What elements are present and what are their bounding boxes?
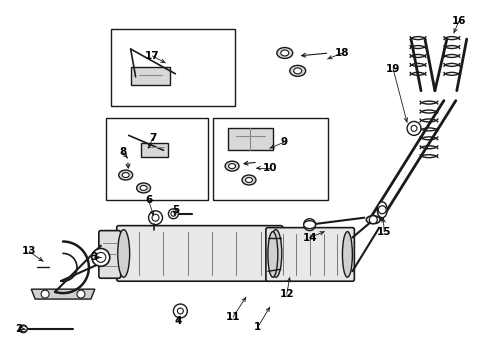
Ellipse shape (342, 231, 352, 277)
Ellipse shape (119, 170, 132, 180)
Circle shape (19, 325, 27, 333)
Circle shape (173, 304, 187, 318)
FancyBboxPatch shape (99, 231, 121, 278)
Text: 15: 15 (376, 226, 391, 237)
Circle shape (368, 216, 376, 224)
Ellipse shape (224, 161, 239, 171)
Ellipse shape (293, 68, 301, 74)
Text: 1: 1 (254, 322, 261, 332)
Circle shape (406, 121, 420, 135)
Ellipse shape (140, 185, 147, 190)
Text: 7: 7 (148, 133, 156, 143)
Text: 16: 16 (450, 16, 465, 26)
Text: 13: 13 (22, 247, 37, 256)
Circle shape (177, 308, 183, 314)
Text: 14: 14 (302, 233, 316, 243)
Ellipse shape (228, 164, 235, 168)
Ellipse shape (122, 172, 129, 177)
Text: 6: 6 (144, 195, 152, 205)
Bar (141, 143, 168, 157)
Circle shape (303, 219, 315, 231)
FancyBboxPatch shape (117, 226, 282, 281)
Circle shape (152, 214, 159, 221)
Circle shape (41, 290, 49, 298)
Circle shape (92, 248, 109, 266)
Bar (130, 67, 170, 85)
Bar (105, 118, 208, 200)
Circle shape (410, 125, 416, 131)
Text: 19: 19 (385, 64, 400, 74)
Bar (213, 118, 327, 200)
Circle shape (96, 252, 105, 262)
Ellipse shape (289, 66, 305, 76)
Ellipse shape (267, 231, 277, 277)
Ellipse shape (276, 48, 292, 58)
Text: 18: 18 (334, 48, 349, 58)
Circle shape (148, 211, 162, 225)
Bar (111, 29, 235, 105)
Text: 10: 10 (262, 163, 277, 173)
Ellipse shape (118, 230, 129, 277)
Ellipse shape (303, 221, 315, 229)
Text: 8: 8 (119, 147, 126, 157)
Ellipse shape (269, 230, 281, 277)
Text: 9: 9 (280, 137, 287, 147)
Text: 4: 4 (174, 316, 182, 326)
Ellipse shape (245, 177, 252, 183)
Text: 3: 3 (90, 252, 97, 262)
Bar (227, 129, 272, 150)
Polygon shape (31, 289, 95, 299)
Ellipse shape (280, 50, 288, 56)
FancyBboxPatch shape (265, 228, 354, 281)
Text: 17: 17 (145, 51, 160, 61)
Circle shape (377, 206, 386, 214)
Ellipse shape (376, 202, 386, 218)
Circle shape (171, 211, 176, 216)
Ellipse shape (242, 175, 255, 185)
Text: 5: 5 (171, 205, 179, 215)
Ellipse shape (19, 326, 27, 332)
Text: 12: 12 (279, 289, 293, 299)
Ellipse shape (366, 216, 380, 224)
Ellipse shape (136, 183, 150, 193)
Text: 11: 11 (225, 312, 240, 322)
Text: 2: 2 (15, 324, 22, 334)
Circle shape (77, 290, 85, 298)
Circle shape (168, 209, 178, 219)
